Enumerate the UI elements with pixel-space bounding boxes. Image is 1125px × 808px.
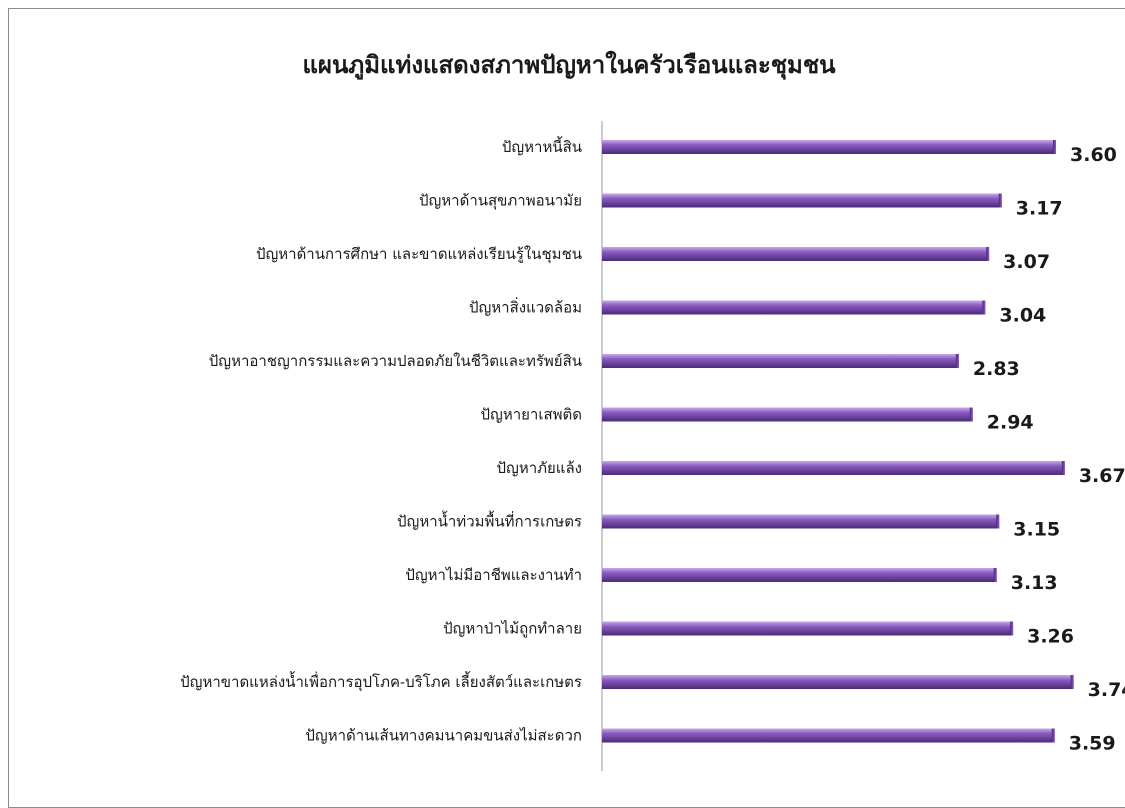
value-label: 3.13	[1011, 572, 1058, 594]
bar-end-cap	[1051, 728, 1055, 743]
bar-end-cap	[998, 193, 1002, 208]
bar-end-cap	[993, 568, 997, 582]
bar	[602, 193, 1002, 208]
chart-title: แผนภูมิแท่งแสดงสภาพปัญหาในครัวเรือนและชุ…	[302, 50, 836, 81]
category-label: ปัญหาภัยแล้ง	[497, 459, 582, 477]
bar-end-cap	[986, 247, 990, 261]
bar	[602, 568, 997, 582]
category-label: ปัญหาน้ำท่วมพื้นที่การเกษตร	[397, 511, 582, 531]
category-label: ปัญหาสิ่งแวดล้อม	[469, 297, 582, 317]
category-label: ปัญหาไม่มีอาชีพและงานทำ	[405, 566, 582, 584]
category-label: ปัญหาด้านสุขภาพอนามัย	[419, 192, 582, 211]
value-label: 3.26	[1027, 626, 1074, 648]
category-label: ปัญหาด้านการศึกษา และขาดแหล่งเรียนรู้ในช…	[256, 245, 582, 264]
category-label: ปัญหาหนี้สิน	[502, 136, 582, 156]
bar	[602, 621, 1014, 636]
bar-end-cap	[969, 407, 973, 422]
bar	[602, 247, 990, 261]
category-label: ปัญหาป่าไม้ถูกทำลาย	[443, 620, 582, 638]
value-label: 3.04	[999, 305, 1046, 327]
value-label: 3.60	[1070, 144, 1117, 166]
chart-frame: แผนภูมิแท่งแสดงสภาพปัญหาในครัวเรือนและชุ…	[8, 8, 1125, 808]
bar	[602, 728, 1055, 743]
bar-end-cap	[955, 354, 959, 368]
bar	[602, 461, 1065, 475]
bar	[602, 354, 959, 368]
bar-end-cap	[1061, 461, 1065, 475]
value-label: 2.83	[973, 358, 1020, 380]
value-label: 3.59	[1069, 733, 1116, 755]
bar-end-cap	[1070, 675, 1074, 689]
bar	[602, 514, 1000, 529]
bar-end-cap	[982, 300, 986, 315]
bars-layer: ปัญหาหนี้สิน 3.60 ปัญหาด้านสุขภาพอนามัย 3.1…	[180, 136, 1125, 755]
category-label: ปัญหาอาชญากรรมและความปลอดภัยในชีวิตและทร…	[209, 352, 582, 370]
bar-chart: แผนภูมิแท่งแสดงสภาพปัญหาในครัวเรือนและชุ…	[180, 50, 1125, 771]
category-label: ปัญหายาเสพติด	[481, 406, 582, 424]
value-label: 3.74	[1088, 679, 1125, 701]
bar-end-cap	[1010, 621, 1014, 636]
bar-end-cap	[1053, 140, 1056, 154]
category-label: ปัญหาด้านเส้นทางคมนาคมขนส่งไม่สะดวก	[305, 727, 582, 745]
value-label: 2.94	[987, 412, 1034, 434]
value-label: 3.17	[1016, 198, 1063, 220]
bar	[602, 407, 973, 422]
value-label: 3.07	[1003, 251, 1050, 273]
bar-end-cap	[996, 514, 1000, 529]
bar	[602, 300, 986, 315]
bar	[602, 140, 1056, 154]
value-label: 3.67	[1079, 465, 1125, 487]
value-label: 3.15	[1013, 519, 1060, 541]
category-label: ปัญหาขาดแหล่งน้ำเพื่อการอุปโภค-บริโภค เล…	[180, 671, 582, 692]
bar	[602, 675, 1074, 689]
